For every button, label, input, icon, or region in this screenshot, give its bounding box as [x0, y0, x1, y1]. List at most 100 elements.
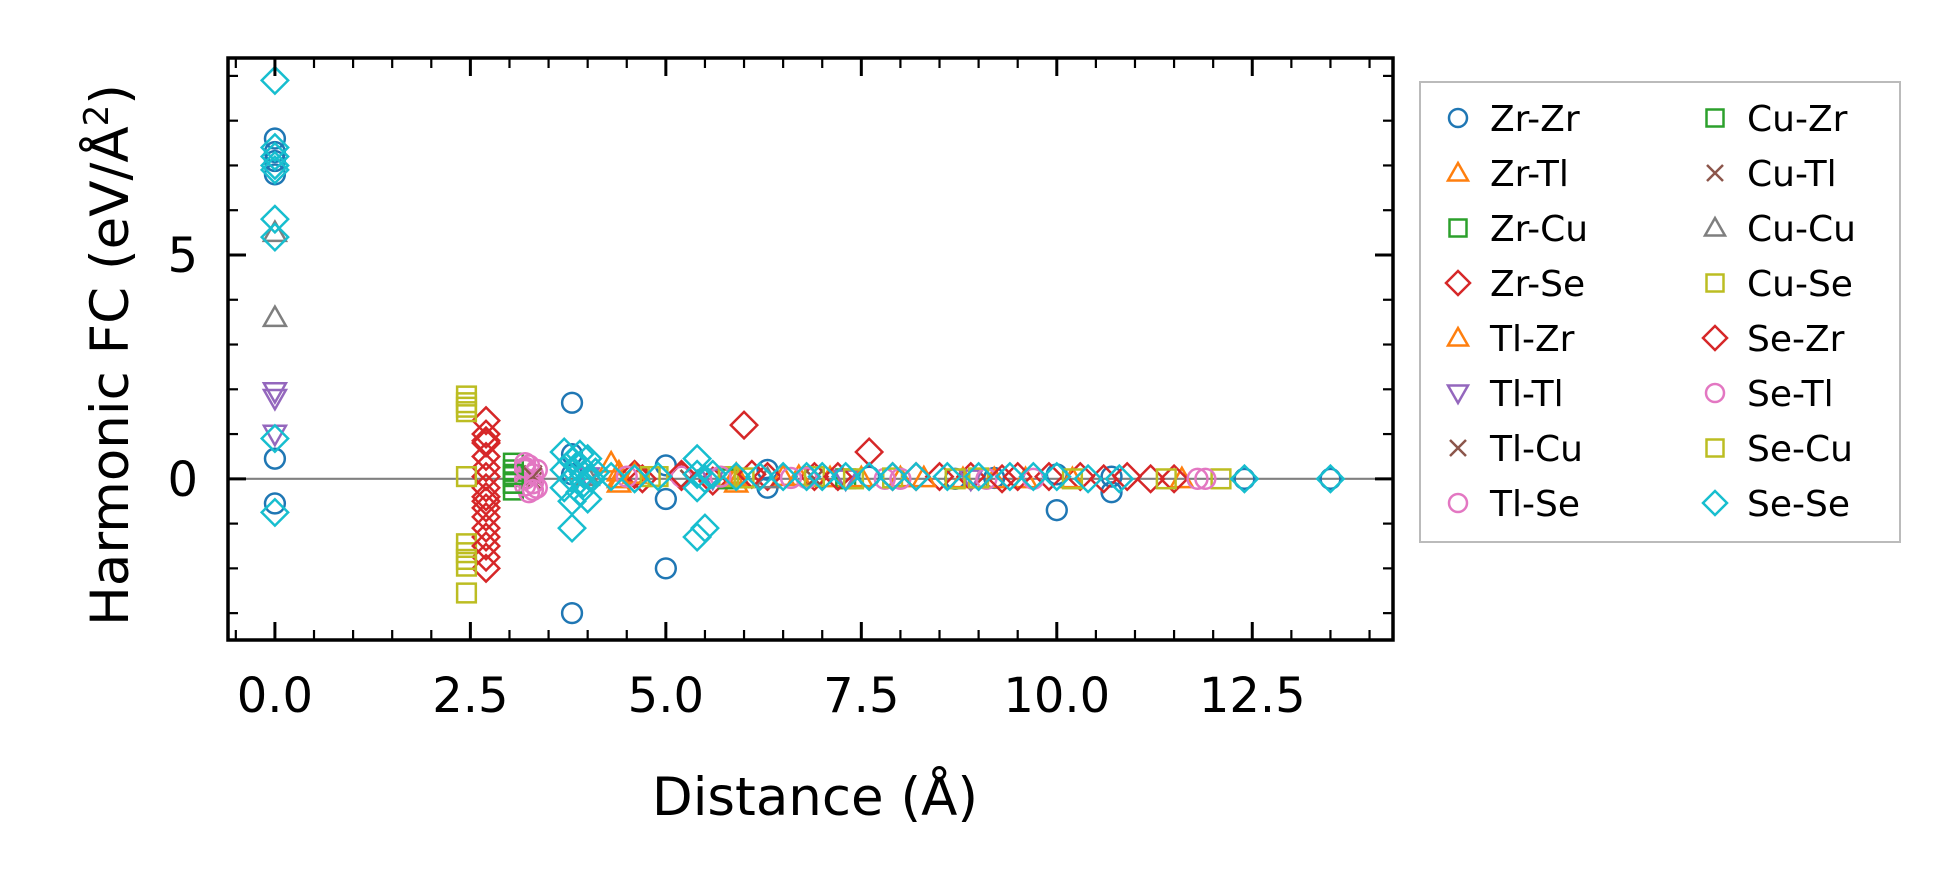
legend-frame	[1419, 81, 1901, 543]
data-point-se-tl	[615, 465, 638, 488]
data-point-se-se	[682, 472, 713, 503]
y-axis-label-superscript: 2	[77, 105, 117, 127]
data-point-cu-se	[717, 465, 740, 488]
data-point-zr-se	[471, 461, 501, 492]
data-point-tl-tl	[261, 424, 289, 448]
data-points	[228, 65, 1393, 625]
data-point-zr-se	[471, 481, 501, 512]
legend-label: Cu-Se	[1747, 264, 1853, 305]
data-point-cu-se	[968, 467, 990, 489]
data-point-cu-cu	[261, 219, 289, 243]
legend-marker	[1705, 273, 1725, 293]
data-point-se-se	[259, 141, 290, 172]
data-point-se-zr	[471, 486, 501, 517]
y-axis-label-close: )	[80, 84, 141, 105]
data-point-cu-zr	[502, 472, 524, 494]
legend-label: Se-Zr	[1747, 319, 1845, 360]
legend-entry-tl-zr: Tl-Zr	[1445, 319, 1575, 360]
legend-label: Tl-Tl	[1489, 374, 1564, 415]
data-point-se-se	[572, 484, 603, 514]
data-point-zr-se	[1065, 461, 1096, 492]
data-point-se-zr	[987, 463, 1018, 494]
x-tick-labels: 0.0 2.5 5.0 7.5 10.0 12.5	[237, 668, 1306, 724]
x-tick-label: 0.0	[237, 668, 313, 724]
x-tick-label: 7.5	[823, 668, 899, 724]
data-point-se-se	[877, 461, 908, 492]
data-point-se-cu	[455, 396, 478, 418]
legend-label: Se-Cu	[1747, 429, 1853, 470]
data-point-zr-se	[1135, 463, 1166, 494]
legend-entry-se-zr: Se-Zr	[1701, 319, 1845, 360]
data-point-cu-se	[455, 582, 478, 604]
legend-entry-cu-se: Cu-Se	[1705, 264, 1853, 305]
data-point-tl-tl	[261, 382, 289, 406]
data-point-zr-se	[619, 459, 650, 490]
legend-entry-zr-zr: Zr-Zr	[1447, 99, 1580, 140]
legend-marker	[1444, 269, 1472, 297]
data-point-se-se	[994, 461, 1025, 492]
legend-label: Se-Se	[1747, 484, 1850, 525]
legend-marker	[1701, 324, 1729, 352]
data-point-zr-se	[471, 522, 501, 552]
legend-entry-zr-se: Zr-Se	[1444, 264, 1585, 305]
data-point-zr-zr	[1100, 465, 1123, 488]
legend-entry-zr-cu: Zr-Cu	[1448, 209, 1588, 250]
legend-marker	[1445, 384, 1471, 406]
data-point-zr-se	[471, 513, 501, 544]
y-tick-label: 5	[167, 228, 198, 284]
legend-entry-tl-cu: Tl-Cu	[1449, 429, 1583, 470]
data-point-se-tl	[521, 478, 545, 502]
data-point-se-se	[564, 439, 595, 470]
legend-label: Zr-Zr	[1490, 99, 1580, 140]
data-point-se-se	[963, 461, 994, 492]
data-point-se-se	[901, 461, 932, 492]
x-axis-label: Distance (Å)	[652, 764, 978, 828]
y-axis-label-main: Harmonic FC (eV/Å	[77, 126, 141, 626]
legend-label: Tl-Cu	[1489, 429, 1583, 470]
y-tick-labels: 05	[167, 228, 198, 508]
data-point-se-tl	[709, 465, 732, 488]
legend-label: Zr-Tl	[1490, 154, 1569, 195]
data-point-se-tl	[889, 467, 912, 490]
data-point-zr-se	[1112, 461, 1143, 492]
data-point-zr-se	[924, 461, 955, 492]
legend-marker	[1447, 492, 1469, 514]
data-point-se-se	[1073, 463, 1104, 494]
legend-marker	[1448, 218, 1468, 238]
data-point-se-se	[619, 463, 650, 494]
y-tick-label: 0	[167, 452, 198, 508]
legend-marker	[1445, 160, 1471, 182]
data-point-tl-se	[1186, 467, 1209, 490]
data-point-se-se	[830, 461, 861, 492]
data-point-zr-zr	[1045, 499, 1068, 522]
data-point-se-se	[259, 132, 290, 163]
data-point-se-cu	[647, 465, 669, 488]
data-point-zr-zr	[560, 391, 584, 414]
data-point-se-se	[580, 457, 611, 488]
data-point-se-cu	[733, 467, 755, 489]
plot-frame	[226, 56, 1395, 642]
data-point-se-se	[768, 461, 799, 492]
x-tick-label: 10.0	[1003, 668, 1110, 724]
data-point-zr-se	[854, 437, 885, 467]
legend-marker	[1705, 438, 1725, 458]
data-point-se-se	[1315, 463, 1346, 494]
data-point-se-se	[854, 461, 885, 492]
legend-label: Se-Tl	[1747, 374, 1834, 415]
data-point-se-se	[572, 443, 603, 474]
data-point-cu-se	[455, 555, 478, 577]
legend-label: Cu-Cu	[1747, 209, 1856, 250]
legend-label: Cu-Tl	[1747, 154, 1837, 195]
legend-marker	[1701, 489, 1729, 517]
legend-entry-tl-se: Tl-Se	[1447, 484, 1580, 525]
data-point-cu-se	[1155, 468, 1177, 490]
data-point-se-se	[689, 463, 720, 494]
data-point-zr-se	[471, 441, 501, 472]
data-point-se-se	[1018, 461, 1049, 492]
data-point-se-se	[807, 461, 838, 492]
data-point-zr-zr	[1100, 481, 1123, 504]
plot-axes	[226, 56, 1395, 642]
data-point-se-zr	[471, 531, 501, 561]
legend-label: Tl-Se	[1489, 484, 1580, 525]
data-point-zr-se	[471, 542, 501, 573]
